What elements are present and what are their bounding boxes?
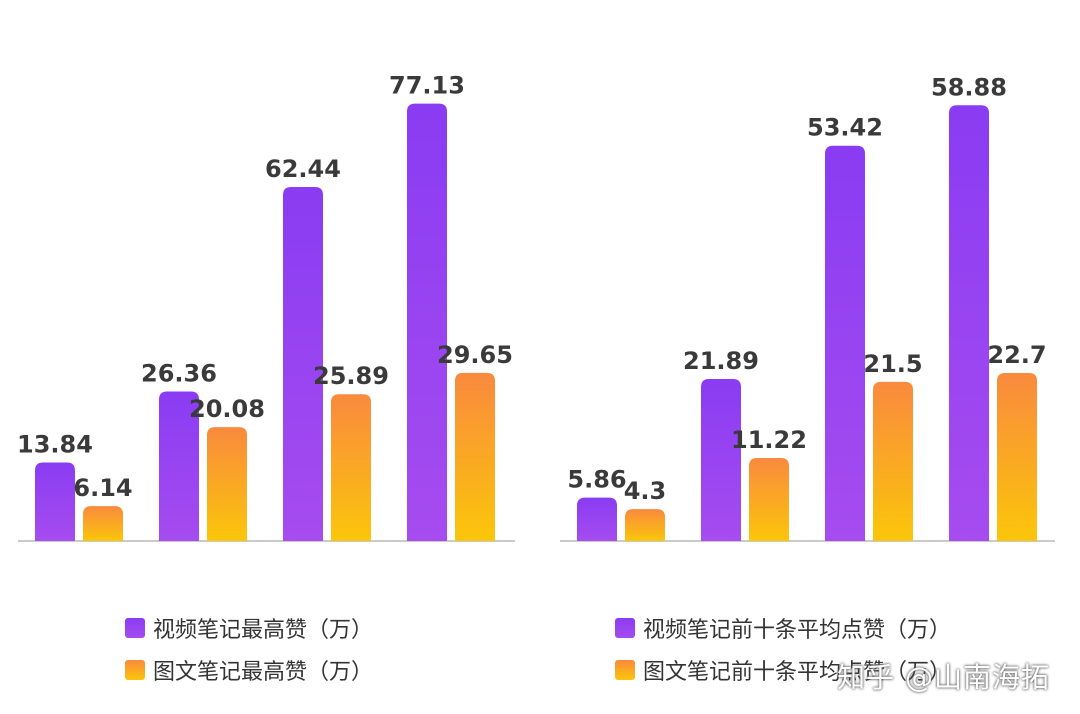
legend-label: 图文笔记前十条平均点赞（万） [643,660,952,685]
video-bar-3 [949,105,989,542]
data-label: 25.89 [313,362,389,390]
data-label: 6.14 [73,474,132,502]
legend-item-image-avg-likes: 图文笔记前十条平均点赞（万） [615,654,951,686]
legend-swatch-video [615,618,635,638]
data-label: 29.65 [437,341,513,369]
legend-label: 视频笔记最高赞（万） [153,618,374,643]
data-label: 22.7 [987,341,1046,369]
image-bar-0 [83,506,123,541]
video-bar-1 [159,391,199,541]
image-bar-2 [331,394,371,541]
legend-item-video-top-likes: 视频笔记最高赞（万） [125,612,373,644]
watermark: 知乎 @山南海拓 [837,661,1050,694]
data-label: 11.22 [731,426,807,454]
data-label: 5.86 [567,466,626,494]
image-bar-3 [455,372,495,541]
video-bar-2 [283,186,323,541]
legend-item-video-avg-likes: 视频笔记前十条平均点赞（万） [615,612,951,644]
data-label: 13.84 [17,431,93,459]
legend-swatch-image [125,660,145,680]
legend-swatch-video [125,618,145,638]
image-bar-2 [873,381,913,541]
legend-item-image-top-likes: 图文笔记最高赞（万） [125,654,373,686]
left-bar-chart: 13.846.14近7天26.3620.081个月62.4425.89半年内77… [17,72,515,542]
video-bar-0 [35,462,75,541]
data-label: 20.08 [189,395,265,423]
image-bar-1 [749,457,789,541]
legend-swatch-image [615,660,635,680]
data-label: 53.42 [807,114,883,142]
video-bar-1 [701,379,741,541]
data-label: 77.13 [389,72,465,100]
data-label: 26.36 [141,360,217,388]
video-bar-2 [825,145,865,541]
data-label: 62.44 [265,155,341,183]
video-bar-3 [407,103,447,541]
video-bar-0 [577,497,617,541]
image-bar-3 [997,373,1037,541]
legend-label: 图文笔记最高赞（万） [153,660,374,685]
right-bar-chart: 5.864.3近7天21.8911.221个月53.4221.5半年内58.88… [560,73,1055,542]
data-label: 21.89 [683,347,759,375]
left-chart-panel: 13.846.14近7天26.3620.081个月62.4425.89半年内77… [17,72,515,686]
data-label: 21.5 [863,350,922,378]
data-label: 4.3 [624,477,667,505]
image-bar-0 [625,509,665,541]
right-chart-panel: 5.864.3近7天21.8911.221个月53.4221.5半年内58.88… [540,0,1080,714]
legend-label: 视频笔记前十条平均点赞（万） [643,618,952,643]
image-bar-1 [207,427,247,541]
data-label: 58.88 [931,73,1007,101]
